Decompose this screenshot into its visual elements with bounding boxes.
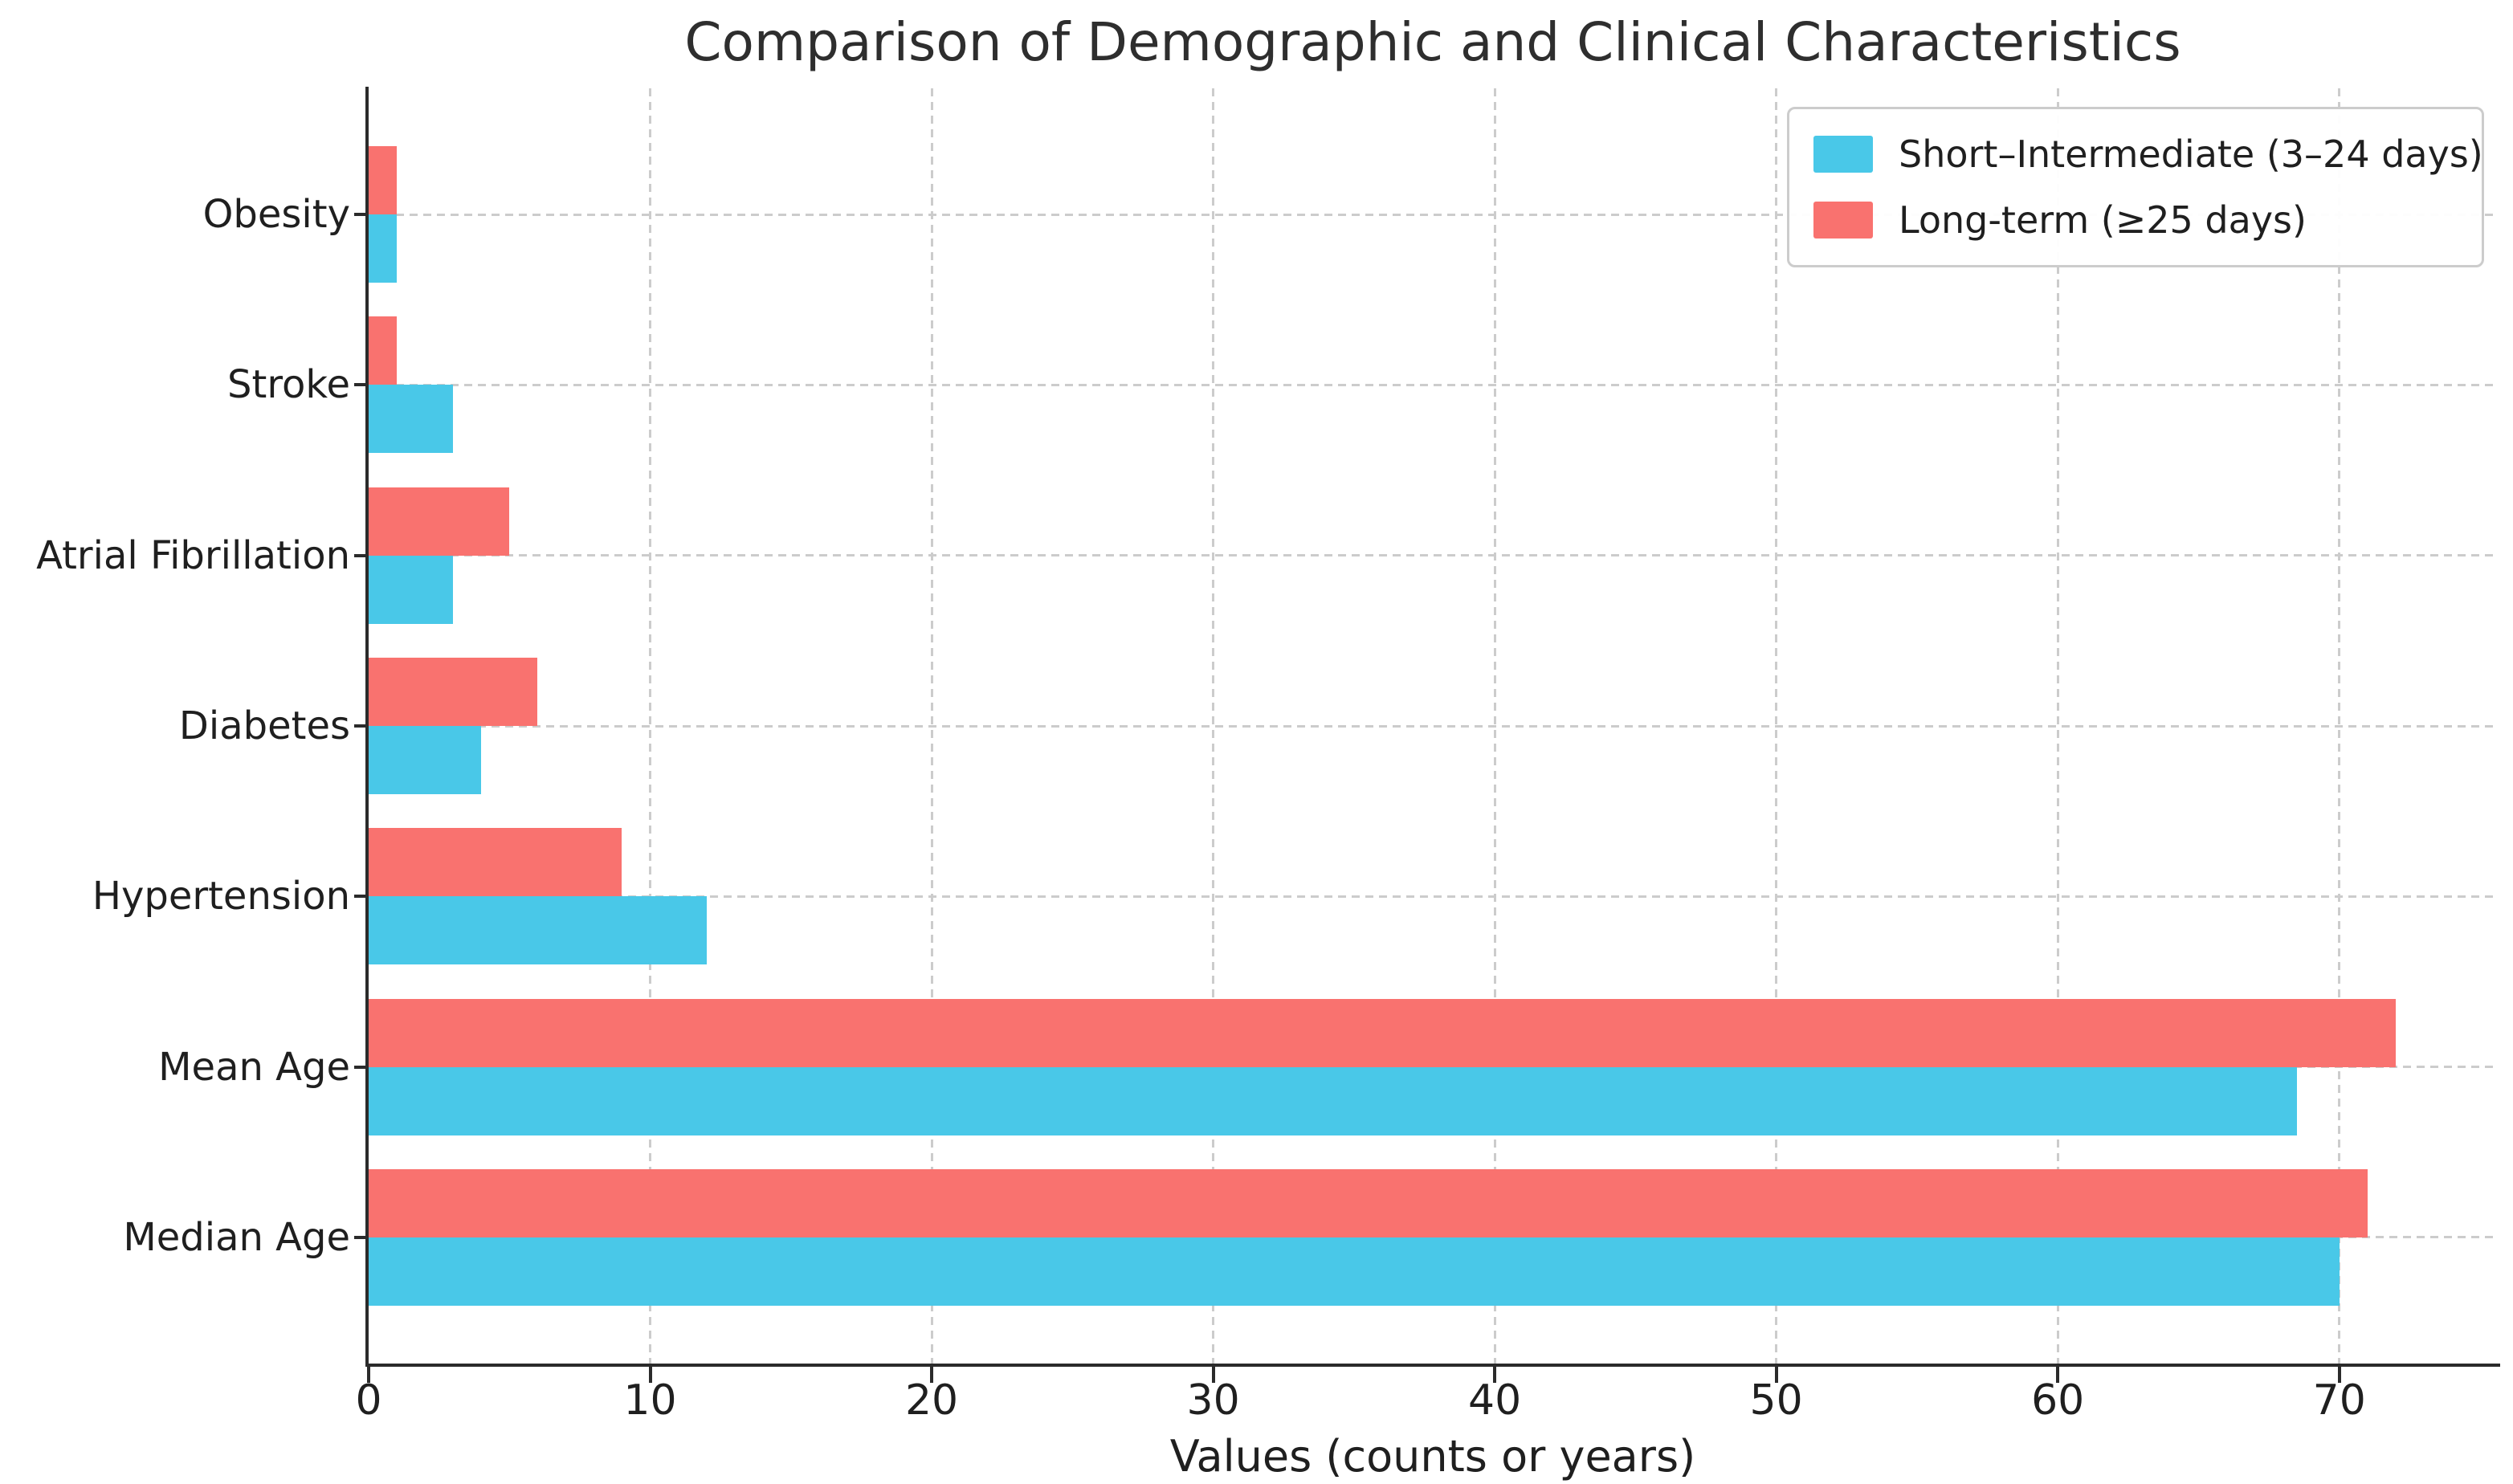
y-tick-label-5: Mean Age [158,1044,350,1090]
bar-short-intermediate-0 [369,214,398,283]
plot-area [369,88,2497,1364]
y-tick-mark-6 [354,1235,367,1239]
bar-long-term-4 [369,828,622,897]
bar-long-term-6 [369,1168,2368,1237]
y-tick-mark-4 [354,895,367,899]
legend-swatch-1 [1813,202,1873,238]
bar-short-intermediate-2 [369,555,454,624]
legend-item-1: Long-term (≥25 days) [1813,198,2482,242]
x-tick-label-0: 0 [355,1376,382,1425]
bar-short-intermediate-1 [369,385,454,454]
y-tick-mark-3 [354,724,367,728]
y-axis-spine [365,87,369,1367]
gridline-y-2 [369,554,2497,557]
x-tick-mark-0 [367,1367,370,1383]
y-tick-label-3: Diabetes [178,703,350,748]
y-tick-mark-1 [354,383,367,387]
y-tick-label-2: Atrial Fibrillation [36,532,350,578]
y-tick-label-4: Hypertension [92,874,350,919]
bar-short-intermediate-6 [369,1237,2340,1306]
bar-short-intermediate-3 [369,726,482,794]
chart-title: Comparison of Demographic and Clinical C… [684,11,2181,73]
y-tick-label-1: Stroke [227,362,350,408]
legend-label-0: Short–Intermediate (3–24 days) [1899,132,2483,176]
bar-long-term-1 [369,316,398,385]
bar-long-term-0 [369,146,398,215]
gridline-y-3 [369,724,2497,728]
legend: Short–Intermediate (3–24 days) Long-term … [1787,107,2484,267]
x-tick-mark-70 [2337,1367,2341,1383]
x-axis-label: Values (counts or years) [1169,1431,1696,1482]
x-tick-mark-60 [2056,1367,2060,1383]
bar-long-term-3 [369,658,538,726]
bar-short-intermediate-4 [369,896,707,965]
y-tick-mark-0 [354,213,367,217]
bar-short-intermediate-5 [369,1066,2298,1135]
x-tick-label-10: 10 [623,1376,677,1425]
y-tick-mark-5 [354,1065,367,1069]
x-tick-label-40: 40 [1468,1376,1522,1425]
gridline-y-4 [369,895,2497,898]
x-tick-mark-40 [1493,1367,1497,1383]
x-tick-label-30: 30 [1186,1376,1240,1425]
legend-swatch-0 [1813,136,1873,173]
x-tick-mark-10 [648,1367,652,1383]
x-tick-mark-30 [1211,1367,1215,1383]
x-tick-mark-20 [930,1367,934,1383]
gridline-y-1 [369,383,2497,386]
x-tick-mark-50 [1774,1367,1778,1383]
gridline-y-0 [369,213,2497,216]
x-tick-label-50: 50 [1749,1376,1803,1425]
bar-long-term-2 [369,487,510,556]
y-tick-label-0: Obesity [202,192,350,238]
x-tick-label-60: 60 [2031,1376,2085,1425]
legend-item-0: Short–Intermediate (3–24 days) [1813,132,2483,176]
x-tick-label-20: 20 [904,1376,959,1425]
bar-long-term-5 [369,998,2396,1067]
y-tick-mark-2 [354,553,367,557]
y-tick-label-6: Median Age [123,1214,350,1260]
x-axis-spine [365,1364,2500,1367]
x-tick-label-70: 70 [2312,1376,2366,1425]
legend-label-1: Long-term (≥25 days) [1899,198,2307,242]
